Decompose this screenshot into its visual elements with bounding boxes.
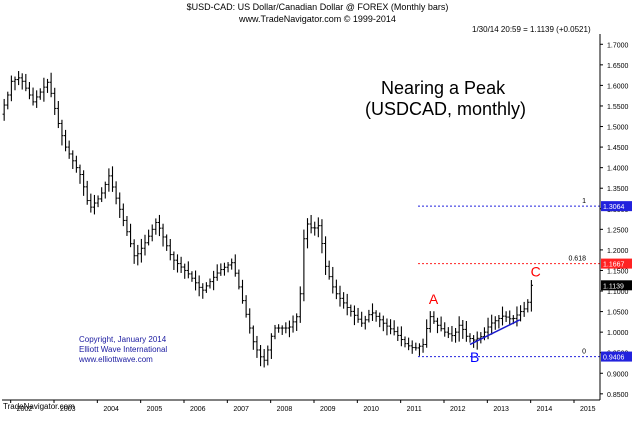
- y-tick-label: 1.4500: [607, 145, 629, 152]
- y-tick-label: 1.6000: [607, 83, 629, 90]
- y-tick-label: 1.1000: [607, 289, 629, 296]
- x-tick-label: 2007: [233, 406, 249, 413]
- axes: 1.7000 1.6500 1.6000 1.5500 1.5000 1.4500 1.40…: [2, 34, 629, 413]
- fib-price-tag-text: 0.9406: [603, 355, 625, 362]
- fib-price-tag: [601, 201, 632, 212]
- y-tick-label: 1.7000: [607, 42, 629, 49]
- y-tick-label: 1.4000: [607, 166, 629, 173]
- fibonacci-levels: 1 0.618 0: [418, 198, 600, 358]
- copyright-url: www.elliottwave.com: [79, 355, 153, 364]
- y-tick-label: 1.0500: [607, 310, 629, 317]
- wave-label-b: B: [470, 349, 479, 365]
- y-tick-label: 1.5000: [607, 125, 629, 132]
- chart-header: $USD-CAD: US Dollar/Canadian Dollar @ FO…: [186, 2, 449, 12]
- y-tick-label: 1.3500: [607, 186, 629, 193]
- wave-label-c: C: [531, 264, 541, 280]
- fib-price-tag-text: 1.3064: [603, 204, 625, 211]
- last-price-tag-text: 1.1139: [603, 283, 624, 290]
- price-bars: [2, 71, 533, 368]
- y-tick-label: 0.8500: [607, 392, 629, 399]
- x-tick-label: 2004: [103, 406, 119, 413]
- x-tick-label: 2014: [537, 406, 553, 413]
- x-tick-label: 2009: [320, 406, 336, 413]
- x-tick-label: 2006: [190, 406, 206, 413]
- fib-level-label: 1: [582, 198, 586, 205]
- copyright-line: Copyright, January 2014: [79, 335, 167, 344]
- footer-brand: TradeNavigator.com: [3, 402, 75, 411]
- x-tick-label: 2010: [363, 406, 379, 413]
- copyright-block: Copyright, January 2014 Elliott Wave Int…: [79, 335, 167, 365]
- x-tick-label: 2013: [493, 406, 509, 413]
- y-tick-label: 0.9000: [607, 371, 629, 378]
- y-tick-label: 1.0000: [607, 330, 629, 337]
- x-tick-label: 2003: [60, 406, 76, 413]
- annotation-title-line2: (USDCAD, monthly): [365, 99, 527, 119]
- x-tick-label: 2012: [450, 406, 466, 413]
- chart-source: www.TradeNavigator.com © 1999-2014: [239, 14, 396, 24]
- x-tick-label: 2011: [407, 406, 422, 413]
- x-tick-label: 2008: [277, 406, 293, 413]
- x-tick-label: 2015: [580, 406, 596, 413]
- x-tick-label: 2002: [17, 406, 33, 413]
- fib-level-label: 0.618: [568, 256, 586, 263]
- y-tick-label: 1.2500: [607, 227, 629, 234]
- copyright-org: Elliott Wave International: [79, 345, 168, 354]
- fib-level-label: 0: [582, 349, 586, 356]
- y-tick-label: 1.2000: [607, 248, 629, 255]
- y-tick-label: 1.6500: [607, 63, 629, 70]
- trendline-layer: [469, 319, 521, 346]
- fib-price-tag-text: 1.1667: [603, 262, 625, 269]
- quote-readout: 1/30/14 20:59 = 1.1139 (+0.0521): [472, 25, 591, 34]
- last-price-tag: [601, 280, 632, 291]
- fib-price-tag: [601, 351, 632, 362]
- wave-label-a: A: [429, 291, 439, 307]
- x-tick-label: 2005: [147, 406, 163, 413]
- y-tick-label: 1.1500: [607, 268, 629, 275]
- price-tags: 1.3064 1.1667 0.9406 1.1139: [601, 201, 632, 362]
- wave-labels: A B C: [429, 264, 541, 365]
- annotation-title-line1: Nearing a Peak: [381, 78, 506, 98]
- support-trendline: [469, 319, 521, 346]
- y-tick-label: 1.5500: [607, 104, 629, 111]
- fib-price-tag: [601, 258, 632, 269]
